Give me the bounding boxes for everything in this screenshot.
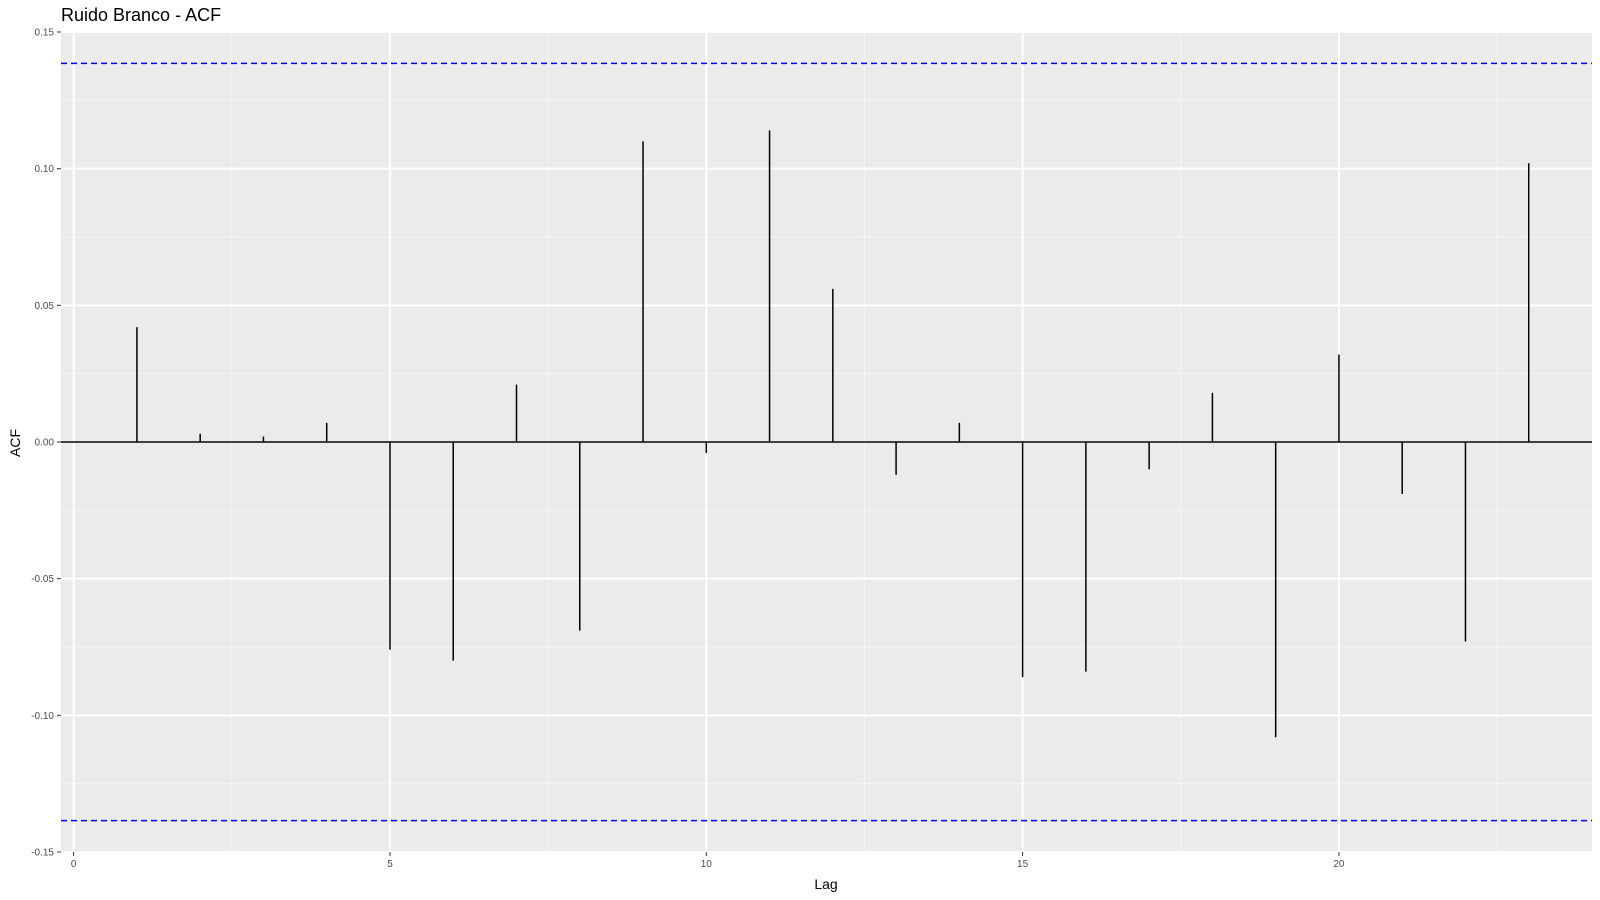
y-tick-label: 0.10 [35,164,55,175]
x-tick-label: 5 [387,859,393,870]
y-tick-label: -0.05 [31,574,54,585]
y-axis-label: ACF [7,429,23,457]
y-tick-label: -0.15 [31,848,54,859]
x-axis: 0 5 10 15 20 [71,852,1345,870]
acf-bars [136,130,1530,738]
x-tick-label: 10 [701,859,713,870]
chart-title: Ruido Branco - ACF [61,5,221,25]
y-tick-label: 0.00 [35,438,55,449]
y-axis: -0.15 -0.10 -0.05 0.00 0.05 0.10 0.15 [31,28,61,859]
x-tick-label: 20 [1333,859,1345,870]
y-tick-label: -0.10 [31,711,54,722]
x-tick-label: 15 [1017,859,1029,870]
confidence-bounds [61,62,1592,822]
y-tick-label: 0.15 [35,28,55,39]
x-tick-label: 0 [71,859,77,870]
y-tick-label: 0.05 [35,301,55,312]
x-axis-label: Lag [814,876,837,892]
